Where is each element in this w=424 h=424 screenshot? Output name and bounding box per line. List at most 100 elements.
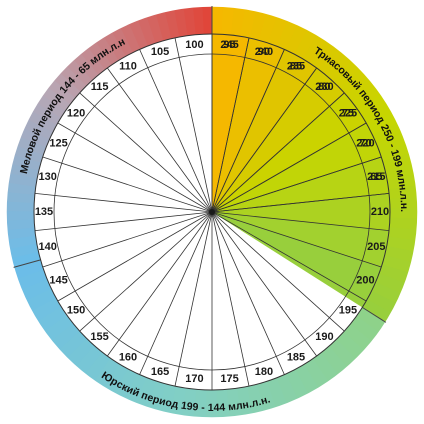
period-ring-segment (73, 52, 100, 81)
period-ring-segment (129, 19, 149, 50)
dial-interior (33, 34, 363, 391)
triassic-sector (212, 67, 345, 213)
age-tick-label: 105 (151, 46, 169, 58)
period-ring-segment (202, 6, 212, 35)
period-ring-segment (6, 210, 35, 221)
spoke-line (107, 211, 213, 357)
period-ring-segment (37, 94, 66, 118)
age-tick-label: 230 (315, 81, 333, 93)
period-ring-segment (169, 386, 186, 416)
age-tick-label: 220 (356, 138, 374, 150)
period-ring-segment (192, 389, 207, 418)
period-ring-segment (372, 122, 403, 145)
age-tick-label: 110 (119, 61, 137, 73)
period-ring-segment (294, 29, 318, 60)
period-ring-segment (80, 46, 106, 75)
period-ring-segment (339, 68, 369, 96)
age-tick-label: 215 (367, 171, 385, 183)
period-ring-segment (275, 373, 298, 405)
period-boundary-line (362, 306, 387, 323)
period-ring-segment (277, 20, 299, 51)
period-ring-segment (66, 337, 95, 367)
period-ring-segment (376, 132, 407, 154)
age-tick-label: 160 (119, 351, 137, 363)
period-ring-segment (23, 118, 54, 140)
spoke-line (139, 49, 213, 213)
period-ring-segment (8, 172, 38, 187)
period-ring-segment (381, 255, 412, 274)
age-tick-label: 150 (67, 305, 85, 317)
spoke-line (211, 211, 285, 375)
tick-label-boxes: 245 240 235 230 225 220 215 210 205 200 195 190 185 1… (35, 39, 389, 385)
period-ring-segment (258, 13, 278, 44)
period-ring-segment (310, 40, 337, 70)
period-ring-segment (193, 6, 205, 35)
period-ring-segment (6, 218, 35, 231)
inner-number-ring (53, 53, 371, 371)
spoke-line (211, 156, 382, 213)
period-ring-segment (362, 299, 392, 323)
period-ring-segment (146, 13, 165, 44)
period-ring-segment (88, 41, 113, 70)
period-ring-segment (16, 268, 48, 290)
age-tick-label: 180 (255, 366, 273, 378)
period-ring-segment (42, 86, 71, 112)
spoke-line (79, 211, 213, 332)
spoke-line (34, 192, 213, 213)
age-tick-label: 185 (287, 351, 305, 363)
age-tick-label: 175 (220, 373, 238, 385)
period-ring-segment (53, 72, 82, 98)
period-ring-segment (60, 65, 88, 92)
spoke-line (34, 211, 213, 232)
period-ring-segment (9, 163, 40, 179)
period-ring-segment (320, 346, 348, 376)
period-ring-segment (11, 153, 42, 171)
spoke-line (211, 211, 390, 232)
age-tick-label: 235 (287, 61, 305, 73)
spoke-line (211, 192, 390, 213)
triassic-sector (212, 212, 390, 268)
period-ring-segment (325, 53, 353, 83)
period-ring-segment (146, 380, 166, 411)
period-ring-segment (312, 352, 339, 383)
period-ring-segment (285, 369, 309, 400)
period-ring-segment (124, 373, 147, 404)
triassic-sector (212, 37, 285, 213)
period-ring-segment (333, 60, 361, 89)
period-ring-segment (240, 8, 257, 39)
period-ring-segment (328, 339, 357, 368)
spokes (33, 33, 391, 391)
age-tick-label: 245 (220, 39, 238, 51)
period-ring-segment (20, 278, 52, 301)
period-ring-segment (95, 36, 120, 65)
period-ring-segment (14, 144, 44, 163)
period-ring-segment (388, 185, 418, 200)
spoke-line (139, 211, 213, 375)
period-ring-segment (302, 34, 328, 65)
period-ring-segment (366, 290, 397, 314)
period-ring-segment (47, 79, 76, 105)
period-ring-segment (256, 381, 276, 412)
period-ring-segment (378, 264, 409, 285)
spoke-line (42, 156, 213, 213)
period-ring-segment (93, 357, 119, 388)
period-ring-segment (266, 377, 287, 409)
spoke-line (42, 211, 213, 268)
period-ring-segment (285, 24, 309, 55)
period-ring-segment (389, 207, 418, 220)
period-ring-segment (103, 31, 127, 61)
spoke-line (174, 37, 213, 213)
sector-fills (33, 34, 390, 391)
period-ring-segment (215, 389, 230, 418)
period-ring-segment (382, 153, 413, 172)
period-ring-segment (212, 6, 225, 35)
age-tick-label: 115 (91, 81, 109, 93)
period-ring-segment (221, 6, 236, 36)
spoke-line (211, 211, 317, 357)
period-ring-segment (155, 11, 173, 41)
period-ring-segment (204, 389, 218, 419)
age-tick-label: 85 (290, 61, 302, 73)
period-ring-segment (386, 236, 417, 253)
period-ring-segment (363, 103, 394, 128)
